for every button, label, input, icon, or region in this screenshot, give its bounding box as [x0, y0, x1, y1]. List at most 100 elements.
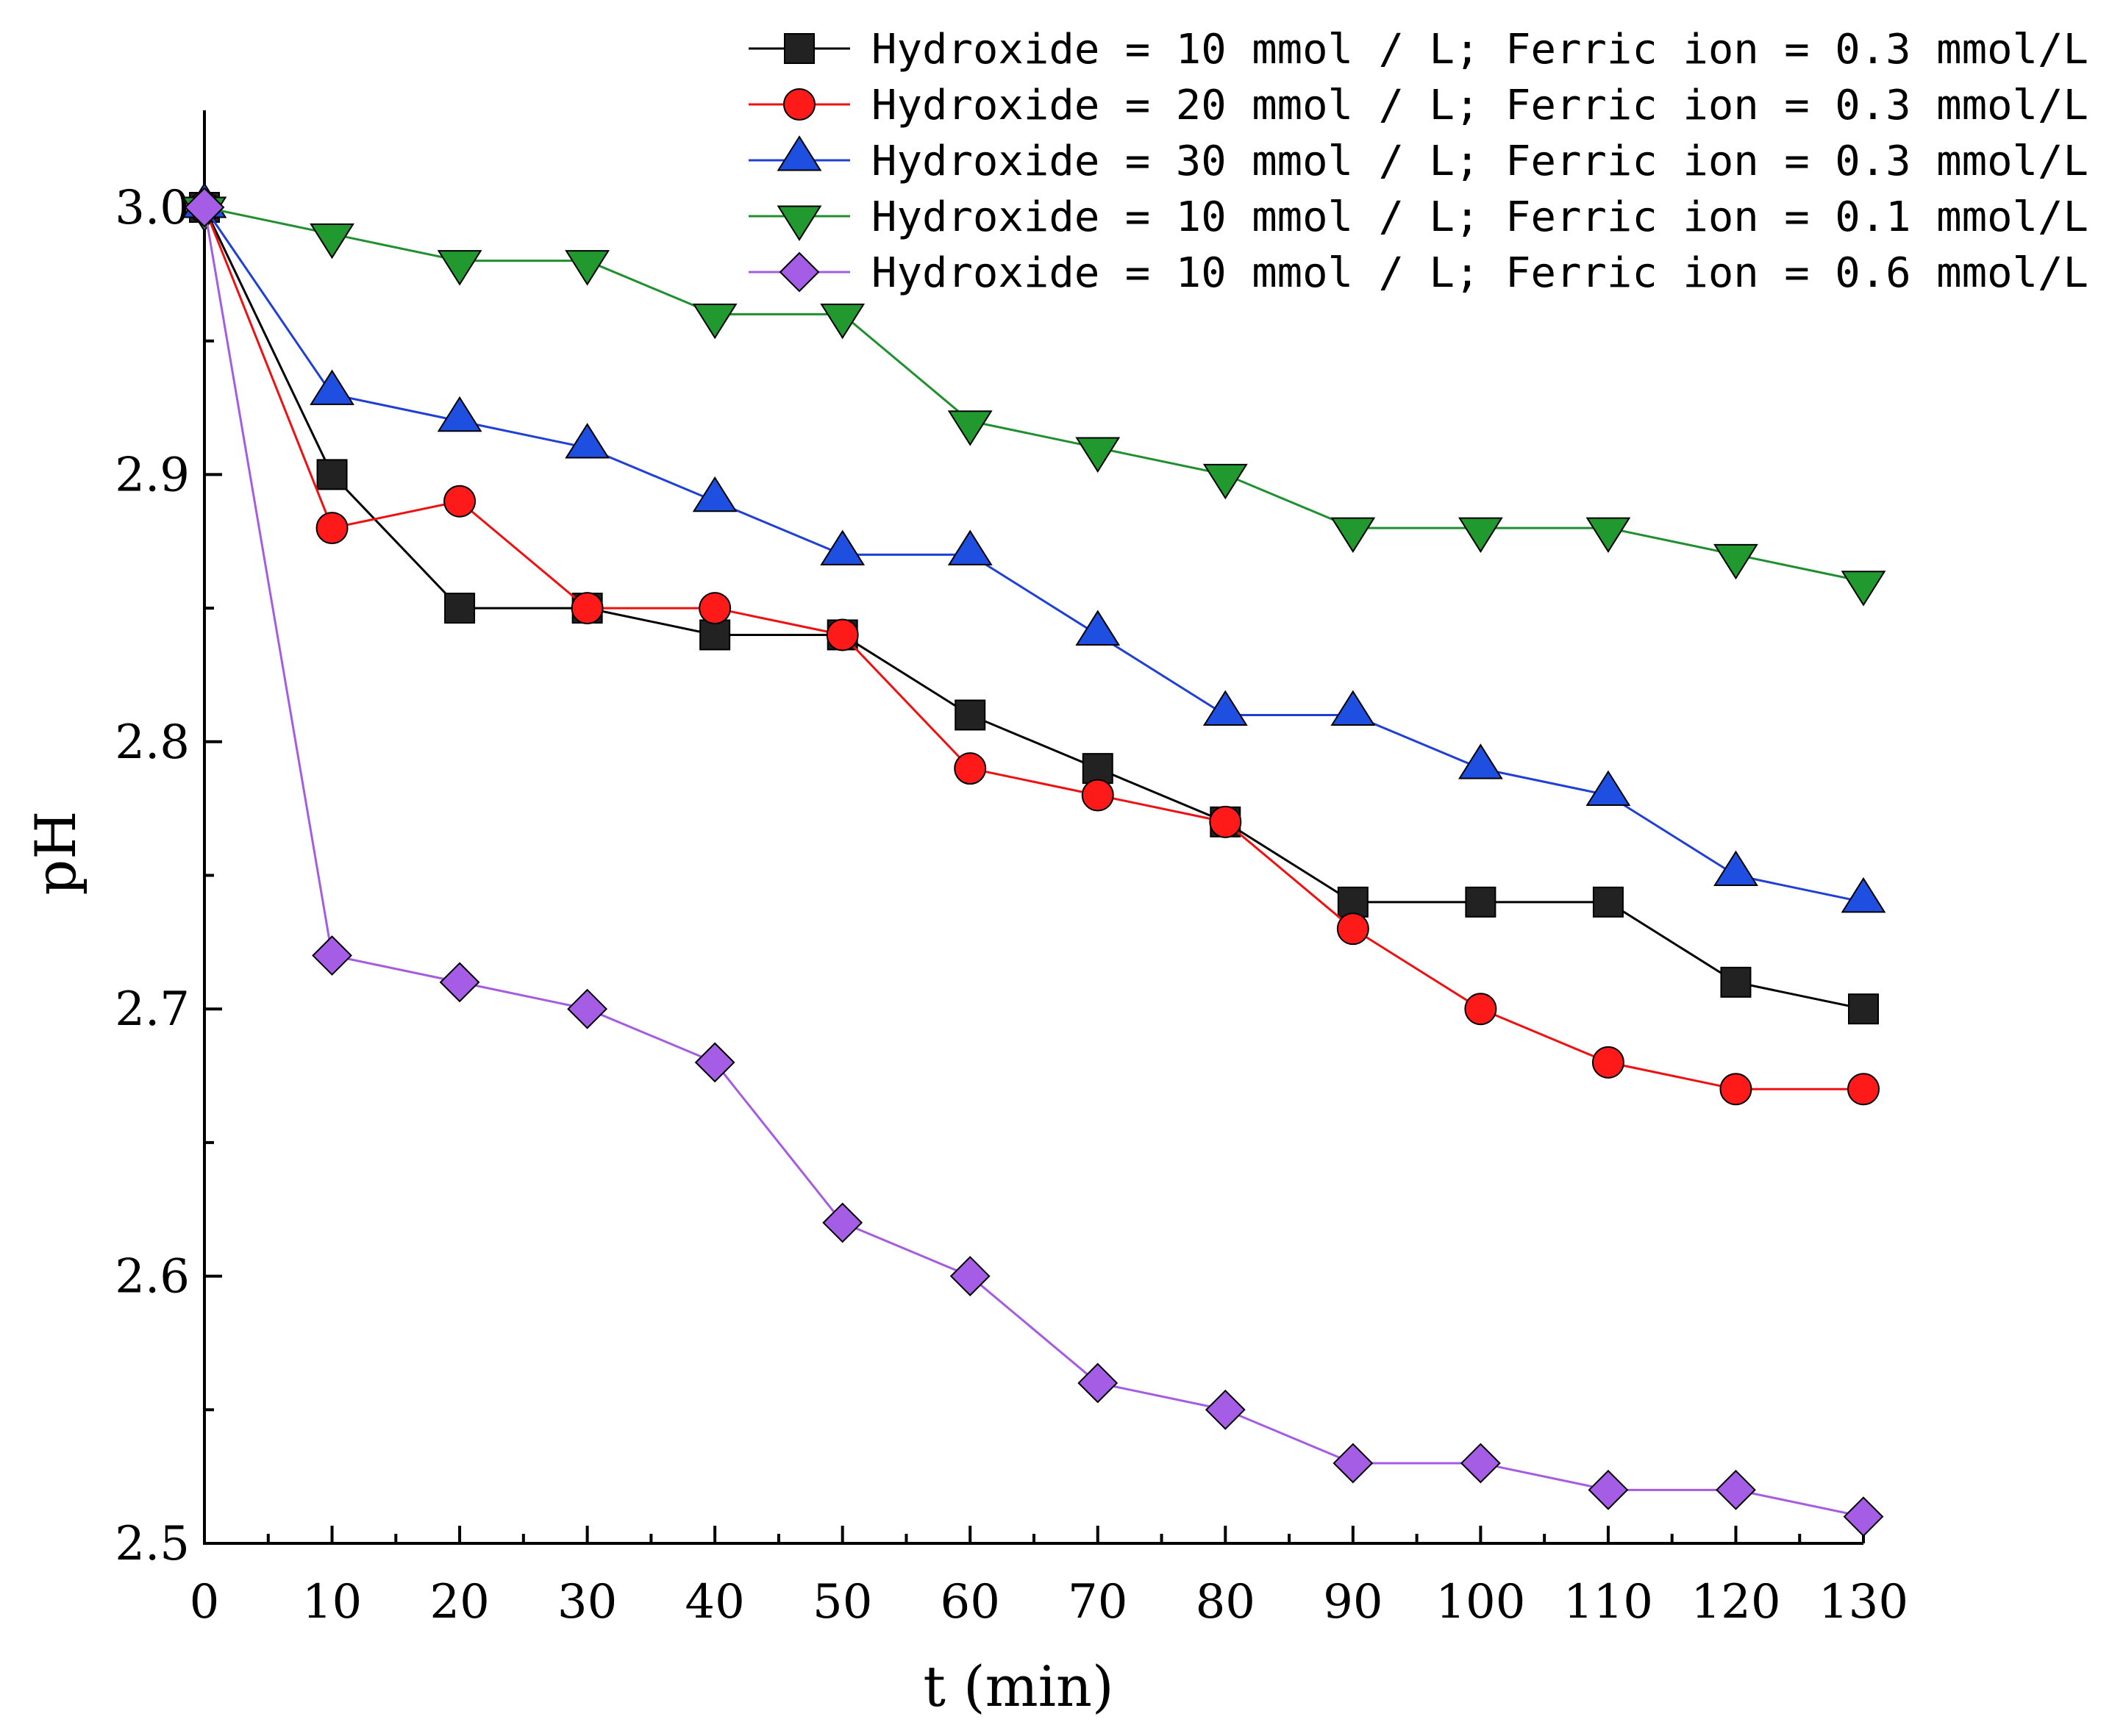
- legend: Hydroxide = 10 mmol / L; Ferric ion = 0.…: [749, 26, 2088, 297]
- series-4-point: [1458, 517, 1503, 553]
- series-1-point: [1465, 886, 1496, 918]
- series-4: [182, 196, 1886, 607]
- y-tick-label: 2.9: [115, 448, 190, 502]
- series-5-point: [1716, 1469, 1756, 1510]
- series-3-point: [692, 476, 738, 512]
- legend-label: Hydroxide = 10 mmol / L; Ferric ion = 0.…: [871, 26, 2088, 74]
- series-2-point: [954, 752, 987, 785]
- series-2-point: [1591, 1046, 1624, 1079]
- legend-label: Hydroxide = 30 mmol / L; Ferric ion = 0.…: [871, 137, 2088, 185]
- series-3-point: [1585, 770, 1631, 806]
- series-4-point: [437, 250, 482, 286]
- legend-item-1: Hydroxide = 10 mmol / L; Ferric ion = 0.…: [749, 26, 2088, 74]
- x-tick-label: 80: [1196, 1575, 1255, 1629]
- series-3-point: [565, 423, 610, 459]
- series-3-point: [947, 529, 993, 565]
- series-2-line: [203, 207, 1863, 1090]
- x-tick-label: 90: [1323, 1575, 1383, 1629]
- series-3-line: [203, 207, 1864, 904]
- series-4-point: [1841, 571, 1886, 607]
- x-tick-label: 10: [302, 1575, 362, 1629]
- series-5-point: [1077, 1362, 1119, 1404]
- series-2-point: [1464, 993, 1497, 1026]
- series-3-point: [310, 369, 354, 405]
- y-tick-label: 2.8: [115, 715, 190, 770]
- series-1-point: [1848, 993, 1879, 1025]
- legend-swatch-marker: [779, 251, 820, 293]
- series-3-point: [1841, 876, 1886, 913]
- legend-label: Hydroxide = 10 mmol / L; Ferric ion = 0.…: [871, 193, 2088, 241]
- series-layer: [182, 182, 1886, 1537]
- legend-label: Hydroxide = 20 mmol / L; Ferric ion = 0.…: [871, 82, 2088, 129]
- legend-item-4: Hydroxide = 10 mmol / L; Ferric ion = 0.…: [749, 193, 2088, 241]
- y-tick-label: 2.5: [115, 1517, 190, 1571]
- axes: 0 10 20 30 40 50 60 70 80 90 100 110 120 130 2.5 2.6 2.7…: [115, 110, 1908, 1629]
- series-2-point: [571, 592, 604, 625]
- series-4-point: [1713, 543, 1758, 580]
- series-5-point: [694, 1042, 735, 1083]
- series-5-point: [822, 1202, 863, 1243]
- series-1-point: [316, 459, 348, 490]
- legend-swatch-marker: [783, 88, 816, 121]
- series-1-line: [203, 207, 1864, 1010]
- legend-item-2: Hydroxide = 20 mmol / L; Ferric ion = 0.…: [749, 82, 2088, 129]
- series-3-point: [1713, 850, 1758, 886]
- x-tick-label: 30: [557, 1575, 617, 1629]
- series-1-point: [444, 593, 476, 624]
- x-tick-label: 70: [1068, 1575, 1127, 1629]
- series-2-point: [1719, 1073, 1752, 1106]
- y-tick-label: 3.0: [115, 181, 190, 235]
- series-4-point: [820, 303, 866, 340]
- x-tick-label: 110: [1563, 1575, 1653, 1629]
- series-3-point: [1202, 690, 1248, 726]
- series-5-point: [439, 962, 480, 1003]
- x-tick-label: 60: [941, 1575, 1000, 1629]
- series-5-point: [1460, 1443, 1501, 1484]
- series-2-point: [315, 512, 349, 545]
- series-5-point: [1588, 1469, 1629, 1510]
- series-4-line: [204, 206, 1864, 583]
- series-4-point: [1585, 517, 1631, 553]
- series-5-point: [1205, 1389, 1246, 1430]
- series-1-point: [955, 699, 986, 731]
- series-5-point: [1333, 1443, 1374, 1484]
- series-4-point: [1202, 463, 1248, 500]
- series-5-line: [203, 207, 1864, 1518]
- legend-item-5: Hydroxide = 10 mmol / L; Ferric ion = 0.…: [749, 249, 2088, 297]
- legend-item-3: Hydroxide = 30 mmol / L; Ferric ion = 0.…: [749, 135, 2088, 185]
- series-2-point: [1081, 779, 1114, 812]
- series-5-point: [949, 1256, 991, 1297]
- series-2-point: [443, 485, 477, 518]
- series-4-point: [565, 250, 610, 286]
- series-4-point: [1330, 517, 1376, 553]
- series-3-point: [820, 529, 866, 565]
- series-2-point: [1847, 1073, 1880, 1106]
- series-2-point: [1336, 912, 1369, 946]
- y-axis-title: pH: [23, 811, 88, 896]
- series-3-point: [1330, 690, 1376, 726]
- x-tick-label: 20: [429, 1575, 489, 1629]
- series-1-point: [1720, 966, 1752, 998]
- x-tick-label: 50: [813, 1575, 872, 1629]
- series-4-point: [692, 303, 738, 340]
- series-4-point: [947, 410, 993, 446]
- series-2: [188, 191, 1880, 1106]
- x-axis-title: t (min): [923, 1654, 1113, 1719]
- series-1-point: [1082, 753, 1113, 785]
- series-5-point: [184, 187, 225, 228]
- series-2-point: [1209, 805, 1242, 838]
- series-1-point: [1337, 886, 1369, 918]
- series-5: [184, 187, 1884, 1537]
- x-tick-label: 40: [685, 1575, 744, 1629]
- series-5-point: [1843, 1496, 1884, 1537]
- y-tick-label: 2.7: [115, 982, 190, 1037]
- series-5-point: [312, 935, 352, 976]
- legend-swatch-marker: [777, 205, 822, 241]
- series-4-point: [310, 223, 354, 260]
- x-tick-label: 100: [1435, 1575, 1525, 1629]
- y-tick-label: 2.6: [115, 1250, 190, 1304]
- legend-swatch-marker: [777, 135, 822, 171]
- x-tick-label: 130: [1819, 1575, 1908, 1629]
